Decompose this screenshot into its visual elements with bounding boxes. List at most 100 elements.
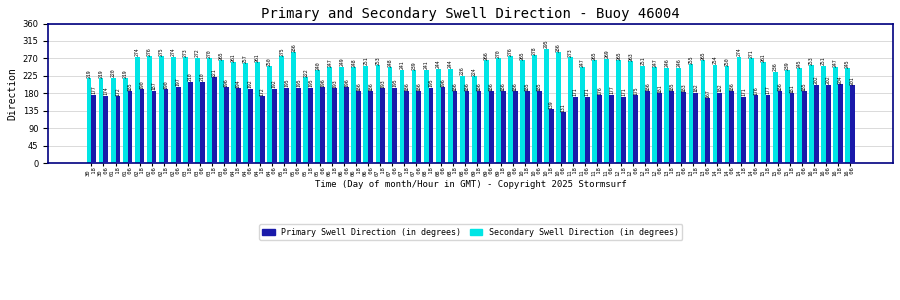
Text: 195: 195 (284, 79, 289, 87)
Text: 271: 271 (749, 49, 753, 58)
Text: 265: 265 (592, 51, 597, 60)
Bar (207, 58, 211, 163)
Bar (417, 91, 421, 163)
Text: 253: 253 (809, 56, 814, 64)
Text: 202: 202 (814, 76, 819, 84)
Bar (592, 60, 597, 163)
Text: 247: 247 (832, 58, 838, 67)
Text: 186: 186 (500, 82, 506, 91)
Text: 192: 192 (248, 80, 253, 88)
Text: 186: 186 (645, 82, 650, 91)
Bar (609, 94, 614, 163)
Bar (724, 66, 730, 163)
Bar (664, 68, 670, 163)
Text: 185: 185 (536, 82, 542, 91)
Bar (92, 94, 96, 163)
Text: 201: 201 (850, 76, 855, 85)
Bar (436, 68, 440, 163)
Text: 195: 195 (308, 79, 313, 87)
Text: 248: 248 (351, 58, 356, 67)
Text: 226: 226 (460, 67, 464, 75)
Bar (159, 56, 164, 163)
Bar (580, 68, 585, 163)
Bar (773, 72, 778, 163)
Title: Primary and Secondary Swell Direction - Buoy 46004: Primary and Secondary Swell Direction - … (261, 7, 680, 21)
Text: 274: 274 (171, 48, 176, 56)
Text: 182: 182 (717, 84, 723, 92)
Bar (544, 49, 549, 163)
Text: 241: 241 (424, 61, 428, 69)
Text: 183: 183 (681, 83, 686, 92)
Text: 195: 195 (428, 79, 434, 87)
Text: 247: 247 (652, 58, 657, 67)
Bar (838, 84, 842, 163)
Text: 255: 255 (688, 55, 693, 64)
X-axis label: Time (Day of month/Hour in GMT) - Copyright 2025 Stormsurf: Time (Day of month/Hour in GMT) - Copyri… (315, 180, 626, 189)
Text: 265: 265 (616, 51, 621, 60)
Text: 171: 171 (742, 88, 746, 97)
Bar (621, 97, 626, 163)
Bar (604, 59, 609, 163)
Bar (753, 95, 759, 163)
Text: 190: 190 (140, 80, 145, 89)
Text: 175: 175 (633, 86, 638, 95)
Bar (520, 60, 525, 163)
Bar (188, 82, 193, 163)
Bar (231, 62, 236, 163)
Bar (809, 65, 814, 163)
Bar (392, 88, 397, 163)
Text: 266: 266 (484, 51, 489, 60)
Bar (730, 91, 734, 163)
Text: 186: 186 (368, 82, 373, 91)
Bar (140, 89, 144, 163)
Text: 220: 220 (111, 69, 115, 77)
Text: 247: 247 (328, 58, 332, 67)
Text: 236: 236 (773, 63, 778, 71)
Bar (364, 66, 368, 163)
Text: 270: 270 (496, 50, 500, 58)
Text: 196: 196 (440, 78, 445, 87)
Text: 265: 265 (700, 51, 706, 60)
Bar (766, 94, 770, 163)
Bar (356, 91, 361, 163)
Text: 247: 247 (580, 58, 585, 67)
Text: 171: 171 (621, 88, 626, 97)
Text: 197: 197 (176, 78, 181, 86)
Text: 219: 219 (122, 69, 128, 78)
Bar (677, 68, 681, 163)
Bar (484, 60, 489, 163)
Bar (352, 67, 356, 163)
Bar (700, 60, 706, 163)
Text: 186: 186 (729, 82, 734, 91)
Bar (845, 68, 850, 163)
Bar (706, 98, 710, 163)
Text: 261: 261 (231, 53, 236, 62)
Bar (219, 60, 224, 163)
Bar (833, 68, 838, 163)
Text: 263: 263 (628, 52, 634, 61)
Text: 172: 172 (260, 88, 265, 96)
Bar (532, 55, 536, 163)
Bar (472, 76, 477, 163)
Text: 177: 177 (766, 85, 770, 94)
Text: 196: 196 (344, 78, 349, 87)
Text: 261: 261 (760, 53, 766, 62)
Bar (332, 88, 337, 163)
Text: 278: 278 (532, 46, 537, 55)
Text: 171: 171 (573, 88, 578, 97)
Text: 269: 269 (604, 50, 609, 58)
Text: 276: 276 (508, 47, 513, 56)
Bar (212, 77, 217, 163)
Text: 219: 219 (99, 69, 104, 78)
Bar (778, 91, 782, 163)
Bar (641, 66, 645, 163)
Bar (176, 87, 181, 163)
Text: 275: 275 (158, 47, 164, 56)
Text: 187: 187 (151, 82, 157, 90)
Text: 244: 244 (447, 59, 453, 68)
Bar (122, 78, 128, 163)
Bar (508, 56, 513, 163)
Text: 181: 181 (789, 84, 795, 93)
Text: 176: 176 (753, 86, 759, 94)
Bar (448, 68, 453, 163)
